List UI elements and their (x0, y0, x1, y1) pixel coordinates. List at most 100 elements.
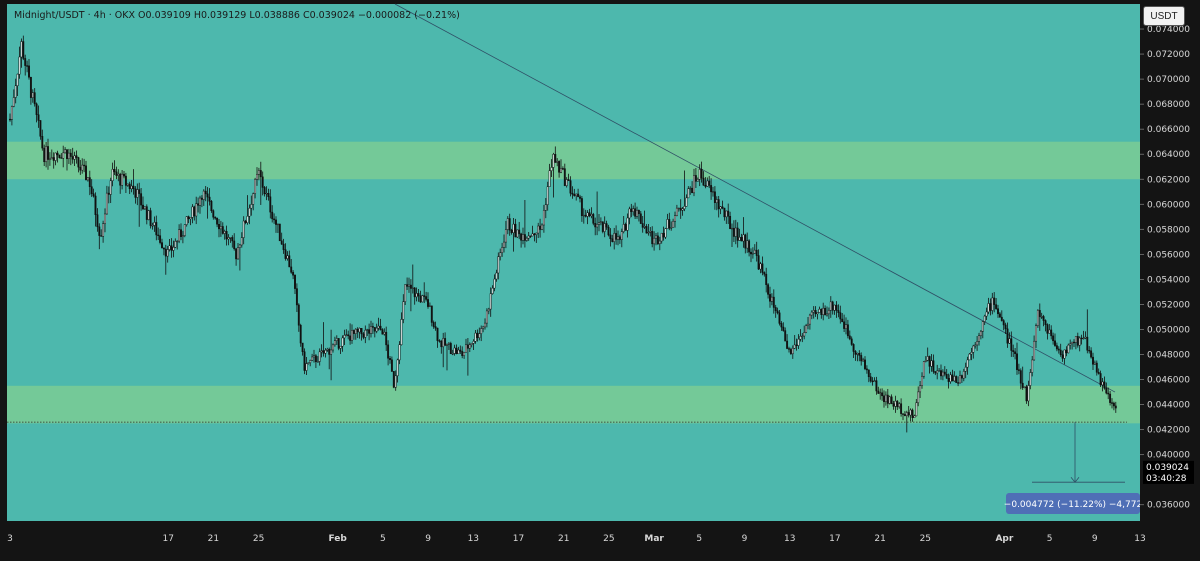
candle-186 (362, 332, 365, 340)
candle-53 (109, 177, 112, 204)
candle-342 (658, 236, 661, 251)
candle-199 (387, 340, 390, 366)
candle-341 (656, 232, 659, 246)
candle-276 (533, 232, 536, 242)
candle-561 (1074, 336, 1077, 350)
candle-364 (700, 161, 703, 183)
downtrend-line[interactable] (394, 3, 1116, 393)
candle-398 (765, 267, 768, 293)
candle-167 (326, 347, 329, 352)
candle-427 (820, 308, 823, 319)
candle-195 (379, 318, 382, 331)
candle-354 (681, 207, 684, 216)
candle-369 (710, 178, 713, 200)
candle-55 (113, 160, 116, 176)
candle-450 (864, 356, 866, 371)
candle-104 (206, 187, 209, 219)
candle-419 (805, 323, 808, 334)
x-tick-label: 13 (468, 534, 479, 544)
candle-78 (157, 227, 160, 240)
candle-531 (1017, 363, 1020, 375)
candle-433 (831, 300, 834, 315)
candle-538 (1031, 356, 1034, 377)
candle-500 (959, 370, 961, 384)
candle-325 (626, 213, 629, 238)
candle-187 (364, 325, 367, 344)
candle-275 (531, 225, 534, 237)
candle-47 (98, 223, 101, 250)
candle-95 (189, 217, 192, 226)
candle-20 (47, 138, 49, 170)
candle-148 (290, 259, 293, 274)
candle-194 (377, 317, 380, 331)
candle-491 (941, 369, 944, 381)
candle-523 (1002, 319, 1005, 331)
candle-534 (1023, 386, 1026, 389)
candle-174 (339, 345, 342, 355)
candle-254 (491, 285, 494, 295)
candle-522 (1000, 310, 1003, 322)
y-tick-label: 0.050000 (1147, 325, 1190, 335)
y-tick-label: 0.068000 (1147, 100, 1190, 110)
candle-372 (715, 196, 718, 211)
candle-402 (772, 289, 775, 314)
last-price-value: 0.039024 (1146, 463, 1189, 473)
candle-67 (136, 183, 139, 206)
candle-118 (233, 233, 236, 251)
candle-270 (522, 227, 524, 245)
x-tick-label: 13 (1134, 534, 1145, 544)
candle-474 (909, 408, 912, 422)
candle-569 (1090, 347, 1093, 359)
candle-1 (10, 105, 13, 126)
candle-482 (924, 356, 927, 363)
candle-328 (632, 205, 635, 216)
candle-551 (1055, 342, 1058, 352)
candle-529 (1014, 347, 1017, 360)
candle-200 (389, 355, 391, 364)
candle-64 (130, 179, 133, 193)
candle-565 (1082, 330, 1085, 340)
candle-310 (598, 214, 600, 232)
candle-312 (601, 221, 604, 234)
candle-405 (778, 309, 781, 326)
candle-110 (218, 218, 220, 238)
candle-45 (94, 192, 97, 227)
candle-49 (102, 220, 105, 243)
candle-387 (744, 233, 747, 254)
candle-355 (683, 170, 686, 212)
candle-537 (1029, 369, 1032, 390)
candle-428 (822, 302, 825, 321)
candle-431 (827, 307, 830, 319)
candle-564 (1080, 334, 1083, 345)
candle-71 (143, 206, 146, 210)
candle-511 (979, 329, 982, 340)
candle-318 (613, 227, 616, 250)
candle-481 (922, 360, 925, 379)
candle-237 (459, 345, 462, 355)
candle-494 (947, 373, 950, 389)
time-axis[interactable] (0, 521, 1200, 561)
candle-570 (1092, 352, 1094, 371)
candle-317 (611, 234, 614, 243)
candle-153 (299, 323, 302, 347)
candle-32 (69, 149, 72, 166)
candle-235 (455, 344, 458, 355)
candle-145 (284, 243, 287, 261)
candle-155 (303, 348, 306, 375)
candle-334 (643, 210, 646, 230)
candle-340 (655, 233, 657, 246)
candle-111 (219, 220, 222, 237)
candle-507 (972, 344, 975, 359)
currency-button[interactable]: USDT (1143, 6, 1185, 26)
candle-513 (983, 314, 986, 326)
candle-539 (1033, 335, 1036, 361)
candle-43 (90, 179, 93, 197)
candle-465 (892, 400, 895, 410)
candle-159 (311, 353, 314, 362)
candle-232 (449, 341, 452, 355)
candle-388 (746, 232, 749, 253)
candle-76 (153, 216, 156, 232)
candle-13 (33, 88, 36, 107)
candle-501 (960, 374, 963, 384)
